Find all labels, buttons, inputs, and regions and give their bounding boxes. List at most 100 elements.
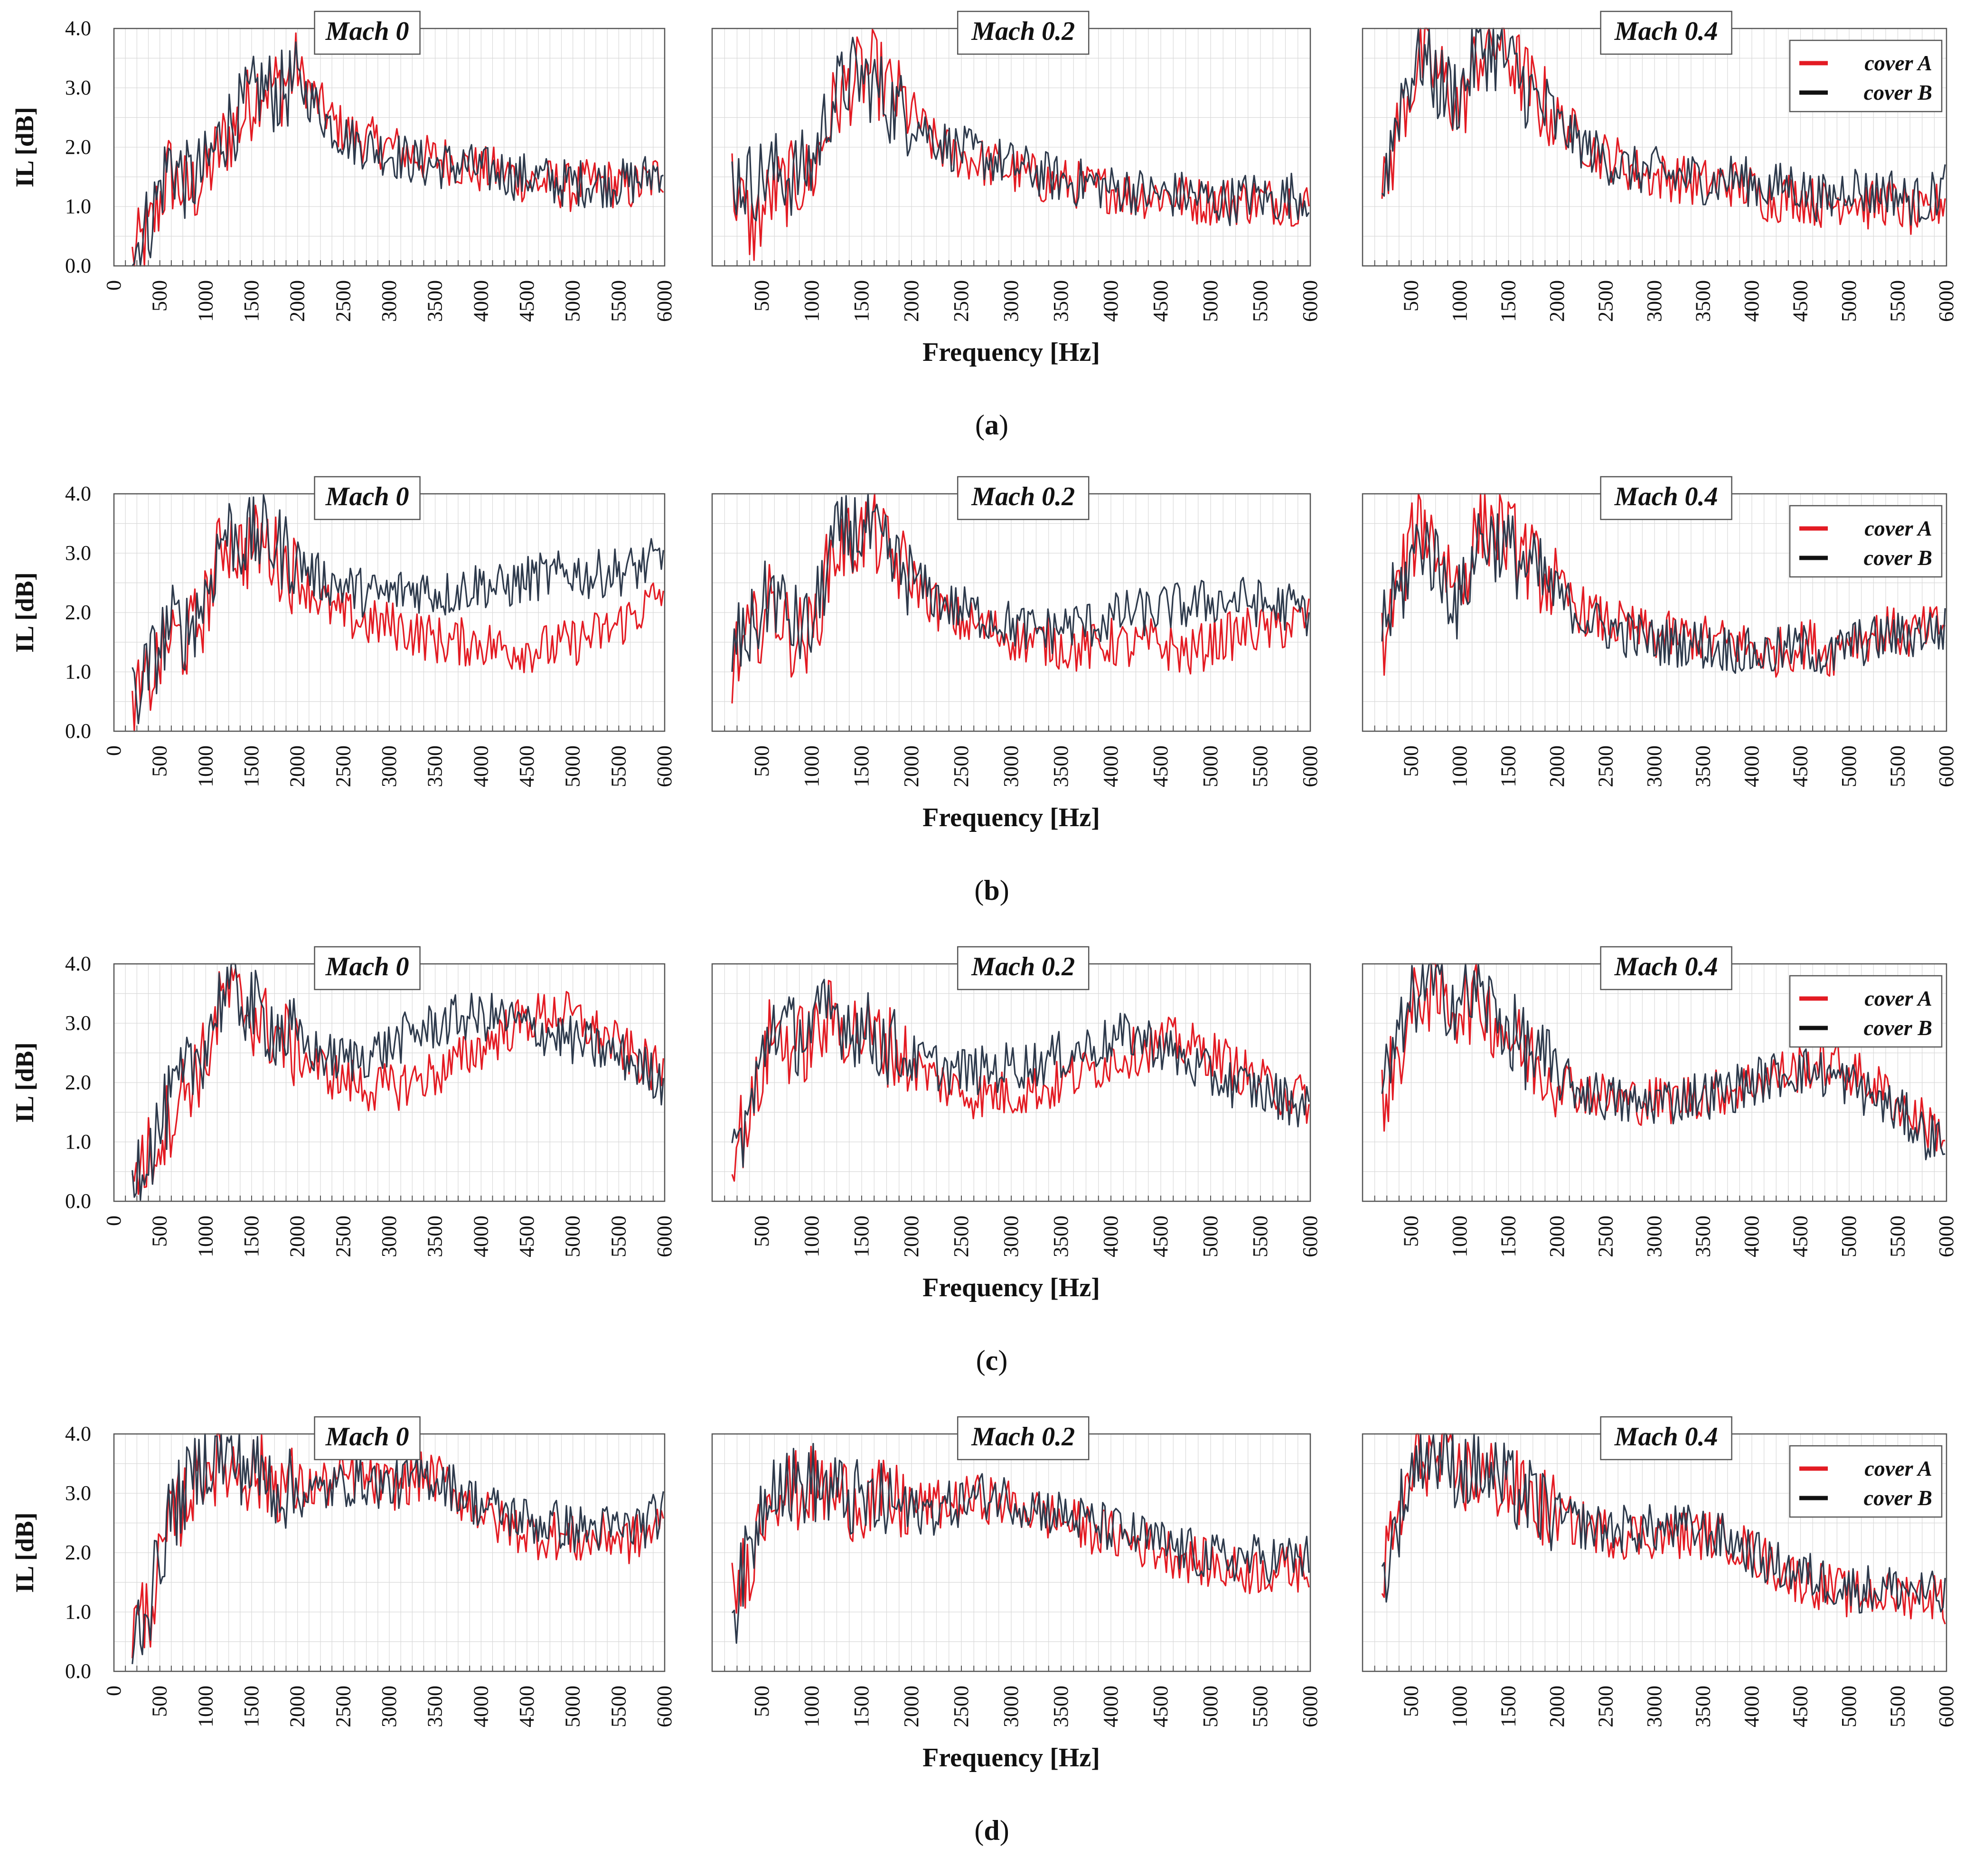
panel-title: Mach 0 [325, 17, 409, 46]
x-tick-label: 5000 [1837, 1686, 1861, 1727]
x-tick-label: 3500 [1692, 1216, 1715, 1257]
x-tick-label: 3500 [423, 280, 447, 322]
x-tick-label: 5500 [1886, 1216, 1909, 1257]
x-tick-label: 1500 [850, 1216, 873, 1257]
x-tick-label: 2000 [286, 1216, 309, 1257]
panel-title-box [1600, 1416, 1732, 1461]
x-tick-label: 2000 [900, 1686, 923, 1727]
x-tick-label: 5500 [607, 745, 630, 787]
x-tick-label: 1000 [800, 1686, 823, 1727]
x-tick-label: 3000 [377, 280, 401, 322]
panel-title-box [1600, 946, 1732, 990]
y-tick-label: 2.0 [65, 135, 91, 159]
x-tick-label: 4000 [1740, 745, 1763, 787]
x-tick-label: 6000 [1298, 745, 1322, 787]
row-3: 0 500 1000 1500 2000 2500 3000 3500 4000 4500 5000… [10, 1416, 1958, 1846]
x-tick-label: 3000 [999, 1686, 1023, 1727]
x-tick-label: 5000 [561, 745, 584, 787]
x-tick-label: 500 [750, 1216, 773, 1247]
x-tick-label: 3500 [1049, 1686, 1072, 1727]
x-tick-label: 2000 [900, 280, 923, 322]
series-line-cover-b [132, 41, 664, 267]
panel-0-2: 500 1000 1500 2000 2500 3000 3500 4000 4500 5000 5… [1362, 10, 1958, 322]
panel-2-0: 0 500 1000 1500 2000 2500 3000 3500 4000 4500 5000… [10, 946, 676, 1257]
series-line-cover-b [1381, 1433, 1946, 1614]
panel-3-0: 0 500 1000 1500 2000 2500 3000 3500 4000 4500 5000… [10, 1416, 676, 1727]
x-tick-label: 1000 [1448, 1686, 1471, 1727]
x-tick-label: 4500 [1149, 745, 1172, 787]
x-tick-label: 500 [750, 745, 773, 777]
row-panel-label: (c) [976, 1345, 1008, 1376]
y-tick-label: 2.0 [65, 1541, 91, 1564]
series-line-cover-a [132, 966, 664, 1195]
x-tick-label: 5500 [1249, 280, 1272, 322]
x-tick-label: 1500 [240, 1216, 263, 1257]
legend-label: cover A [1864, 516, 1932, 540]
x-tick-label: 4000 [469, 1216, 492, 1257]
series-line-cover-b [731, 493, 1310, 672]
panel-title: Mach 0.4 [1614, 952, 1718, 981]
x-tick-label: 2500 [1594, 1216, 1617, 1257]
x-tick-label: 2500 [950, 1216, 973, 1257]
x-tick-label: 5500 [1249, 1686, 1272, 1727]
panel-title: Mach 0 [325, 952, 409, 981]
legend-box [1789, 1445, 1943, 1518]
panel-3-1: 500 1000 1500 2000 2500 3000 3500 4000 4500 5000 5… [711, 1416, 1322, 1727]
legend-label: cover B [1864, 1016, 1932, 1040]
x-tick-label: 6000 [1298, 280, 1322, 322]
x-tick-label: 5000 [561, 280, 584, 322]
series-line-cover-b [1381, 513, 1946, 674]
y-tick-label: 2.0 [65, 601, 91, 624]
x-tick-label: 4500 [1149, 280, 1172, 322]
x-tick-label: 500 [1400, 1686, 1423, 1717]
y-tick-label: 1.0 [65, 1600, 91, 1623]
x-tick-label: 4500 [1149, 1216, 1172, 1257]
x-tick-label: 2500 [1594, 280, 1617, 322]
y-tick-label: 0.0 [65, 1659, 91, 1683]
x-tick-label: 3000 [999, 745, 1023, 787]
x-tick-label: 2000 [286, 1686, 309, 1727]
x-tick-label: 6000 [1935, 280, 1958, 322]
x-tick-label: 1500 [1497, 745, 1520, 787]
series-line-cover-b [731, 37, 1310, 226]
x-tick-label: 3500 [1692, 280, 1715, 322]
x-tick-label: 4000 [469, 280, 492, 322]
x-tick-label: 4000 [1099, 280, 1122, 322]
y-tick-label: 1.0 [65, 660, 91, 683]
x-tick-label: 3000 [1643, 745, 1666, 787]
y-tick-label: 3.0 [65, 76, 91, 99]
x-tick-label: 5000 [1837, 280, 1861, 322]
x-tick-label: 2000 [286, 745, 309, 787]
y-tick-label: 4.0 [65, 482, 91, 505]
x-tick-label: 6000 [1935, 1686, 1958, 1727]
x-tick-label: 3500 [1049, 1216, 1072, 1257]
x-tick-label: 2500 [331, 745, 355, 787]
x-tick-label: 1000 [800, 1216, 823, 1257]
legend-label: cover B [1864, 1486, 1932, 1510]
panel-title: Mach 0.2 [971, 1422, 1075, 1452]
x-tick-label: 1000 [800, 280, 823, 322]
panel-title: Mach 0.4 [1614, 1422, 1718, 1452]
x-tick-label: 6000 [1298, 1216, 1322, 1257]
series-line-cover-a [731, 493, 1310, 704]
legend-label: cover A [1864, 986, 1932, 1010]
x-tick-label: 2500 [950, 280, 973, 322]
x-tick-label: 4500 [1789, 280, 1812, 322]
series-line-cover-b [731, 979, 1310, 1168]
panel-0-1: 500 1000 1500 2000 2500 3000 3500 4000 4500 5000 5… [711, 10, 1322, 322]
panel-title: Mach 0.2 [971, 952, 1075, 981]
legend-box [1789, 975, 1943, 1048]
x-tick-label: 5000 [1837, 745, 1861, 787]
x-tick-label: 2500 [950, 745, 973, 787]
y-axis-label: IL [dB] [10, 107, 39, 188]
x-tick-label: 5000 [561, 1686, 584, 1727]
x-tick-label: 3000 [377, 1686, 401, 1727]
x-tick-label: 2500 [331, 280, 355, 322]
x-tick-label: 5000 [1837, 1216, 1861, 1257]
x-tick-label: 1500 [1497, 280, 1520, 322]
x-tick-label: 3500 [1049, 745, 1072, 787]
x-tick-label: 5500 [607, 1686, 630, 1727]
x-tick-label: 6000 [653, 1686, 676, 1727]
x-tick-label: 3000 [377, 1216, 401, 1257]
x-tick-label: 3000 [1643, 1686, 1666, 1727]
